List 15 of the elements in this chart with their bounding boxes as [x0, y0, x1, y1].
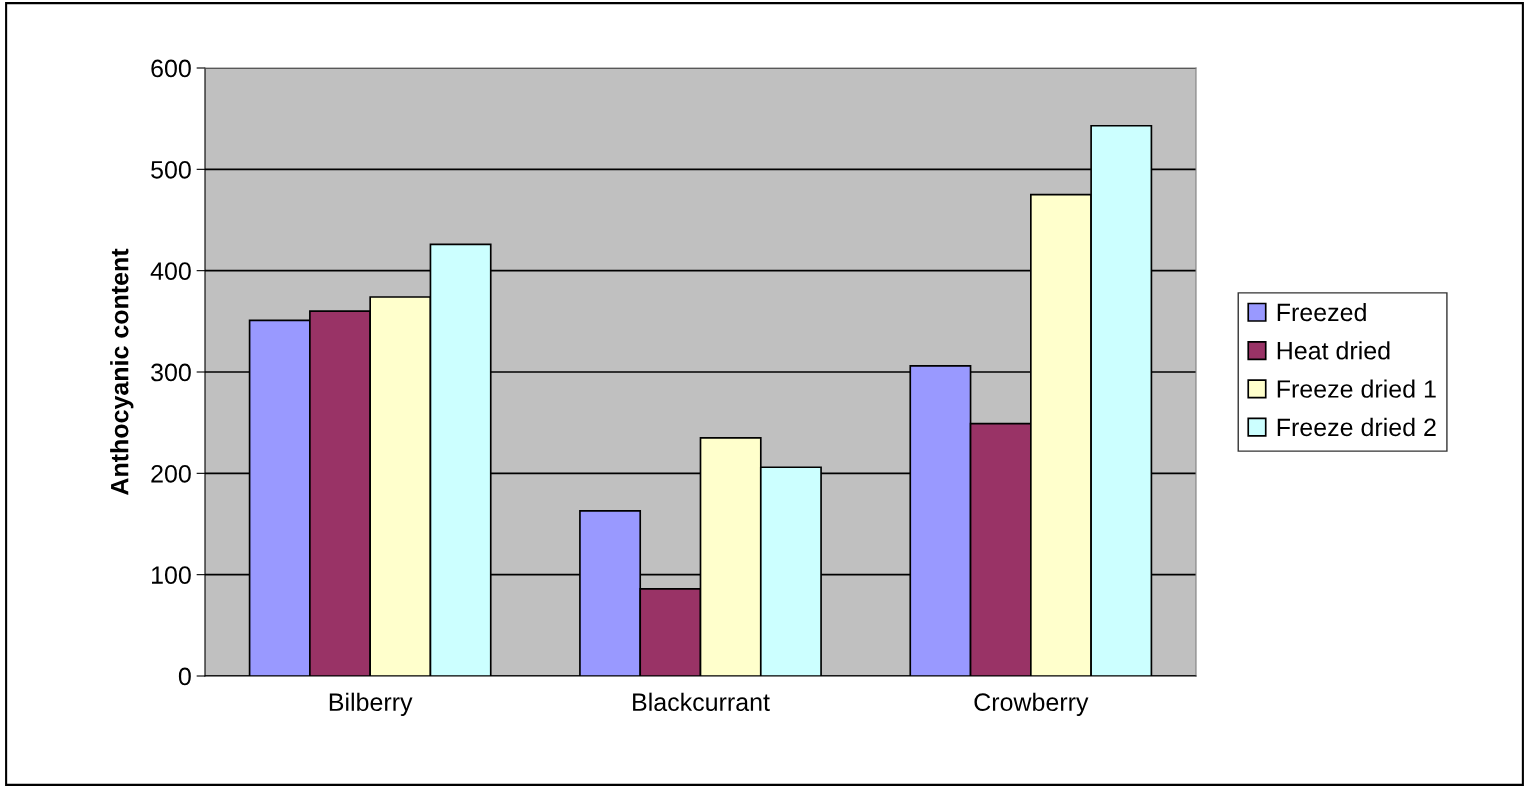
- x-tick-label: Crowberry: [974, 692, 1089, 716]
- y-tick-label: 0: [178, 667, 191, 686]
- y-tick-label: 300: [151, 363, 191, 382]
- x-tick-label: Blackcurrant: [633, 692, 770, 712]
- y-tick-label: 600: [151, 59, 191, 78]
- legend-label: Heat dried: [1277, 341, 1390, 360]
- y-tick-label: 400: [150, 262, 191, 280]
- y-axis-title: Anthocyanic content: [110, 248, 134, 495]
- y-tick-label: 500: [151, 160, 191, 179]
- y-tick-label: 200: [151, 464, 191, 483]
- legend-label: Freeze dried 1: [1277, 379, 1436, 398]
- x-tick-label: Bilberry: [329, 692, 413, 716]
- legend-label: Freeze dried 2: [1277, 417, 1436, 437]
- y-tick-label: 100: [152, 566, 191, 584]
- legend-label: Freezed: [1277, 302, 1366, 322]
